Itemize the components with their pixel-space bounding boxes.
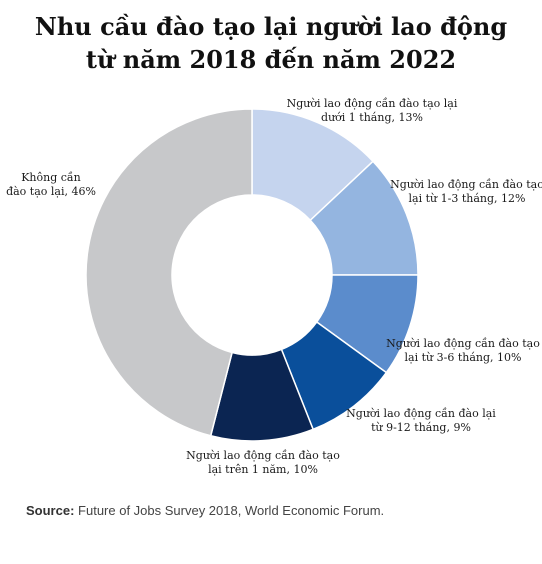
slice-label-2: Người lao động cần đào tạo lại từ 1-3 thá…	[390, 178, 542, 205]
source-note: Source: Future of Jobs Survey 2018, Worl…	[26, 503, 384, 518]
source-text: Future of Jobs Survey 2018, World Econom…	[78, 503, 385, 518]
slice-label-6: Không cần đào tạo lại, 46%	[6, 171, 96, 198]
slice-label-3-line-2: lại từ 3-6 tháng, 10%	[405, 351, 522, 364]
donut-slices	[85, 108, 419, 442]
slice-label-3-line-1: Người lao động cần đào tạo	[386, 337, 540, 350]
slice-label-6-line-1: Không cần	[21, 171, 81, 184]
slice-label-5: Người lao động cần đào tạo lại trên 1 năm…	[186, 449, 340, 476]
slice-label-2-line-2: lại từ 1-3 tháng, 12%	[409, 192, 526, 205]
slice-label-5-line-1: Người lao động cần đào tạo	[186, 449, 340, 462]
slice-labels: Người lao động cần đào tạo lại dưới 1 thá…	[6, 97, 542, 476]
donut-slice-6	[85, 108, 253, 437]
slice-label-4-line-1: Người lao động cần đào lại	[346, 407, 496, 420]
slice-label-4-line-2: từ 9-12 tháng, 9%	[371, 421, 471, 434]
source-label: Source:	[26, 503, 75, 518]
chart-title-line-2: từ năm 2018 đến năm 2022	[85, 45, 457, 74]
slice-label-1-line-2: dưới 1 tháng, 13%	[321, 111, 423, 124]
chart-title-line-1: Nhu cầu đào tạo lại người lao động	[34, 12, 508, 41]
slice-label-3: Người lao động cần đào tạo lại từ 3-6 thá…	[386, 337, 540, 364]
slice-label-1-line-1: Người lao động cần đào tạo lại	[287, 97, 458, 110]
slice-label-6-line-2: đào tạo lại, 46%	[6, 185, 96, 198]
slice-label-5-line-2: lại trên 1 năm, 10%	[208, 463, 318, 476]
slice-label-4: Người lao động cần đào lại từ 9-12 tháng,…	[346, 407, 496, 434]
chart-title: Nhu cầu đào tạo lại người lao động từ nă…	[0, 10, 542, 76]
slice-label-1: Người lao động cần đào tạo lại dưới 1 thá…	[287, 97, 458, 124]
slice-label-2-line-1: Người lao động cần đào tạo	[390, 178, 542, 191]
